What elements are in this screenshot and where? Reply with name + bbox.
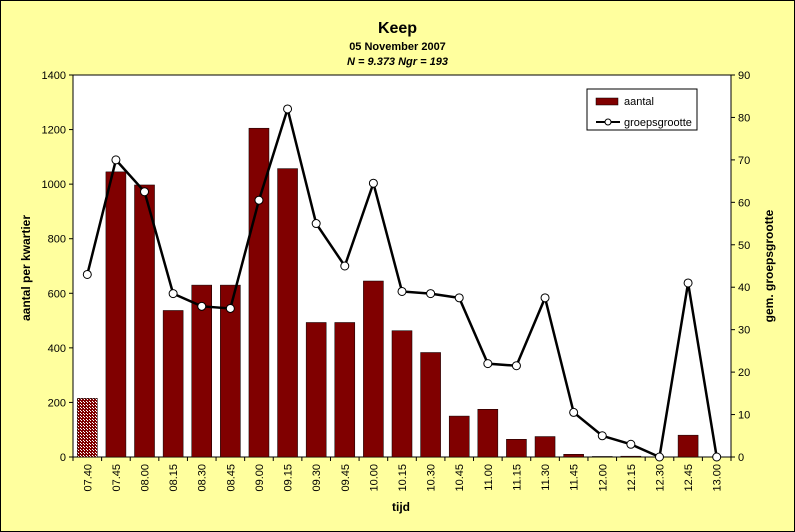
x-tick-label: 08.00 xyxy=(140,464,152,492)
point-11.00 xyxy=(483,359,493,369)
point-10.45 xyxy=(454,293,464,303)
point-10.00 xyxy=(368,178,378,188)
y-left-tick-label: 400 xyxy=(48,343,66,355)
y-axis-left-label: aantal per kwartier xyxy=(19,215,33,321)
point-12.15 xyxy=(626,439,636,449)
x-tick-label: 11.00 xyxy=(483,464,495,491)
bar-09.45 xyxy=(334,322,356,458)
y-right-tick-label: 10 xyxy=(738,410,750,422)
x-tick-label: 08.45 xyxy=(225,464,237,492)
bar-09.00 xyxy=(248,127,270,458)
legend-label-groepsgrootte: groepsgrootte xyxy=(624,117,692,129)
point-11.15 xyxy=(511,361,521,371)
bar-09.30 xyxy=(305,322,327,458)
y-right-tick-label: 90 xyxy=(738,70,750,82)
x-tick-label: 09.45 xyxy=(340,464,352,492)
bar-12.00 xyxy=(591,456,613,458)
point-08.45 xyxy=(225,303,235,313)
point-10.15 xyxy=(397,286,407,296)
x-tick-label: 12.00 xyxy=(597,464,609,492)
y-left-tick-label: 200 xyxy=(48,397,66,409)
bar-11.00 xyxy=(477,409,499,458)
y-right-tick-label: 70 xyxy=(738,155,750,167)
point-09.00 xyxy=(254,195,264,205)
point-12.00 xyxy=(597,431,607,441)
point-08.15 xyxy=(168,289,178,299)
point-07.45 xyxy=(111,155,121,165)
legend-bar-swatch xyxy=(595,97,619,106)
x-tick-label: 12.45 xyxy=(683,464,695,492)
x-tick-label: 08.30 xyxy=(197,464,209,492)
bar-10.45 xyxy=(448,415,470,458)
y-right-tick-label: 50 xyxy=(738,240,750,252)
chart-subtitle-stats: N = 9.373 Ngr = 193 xyxy=(347,56,448,68)
x-tick-label: 10.30 xyxy=(426,464,438,492)
x-tick-label: 11.30 xyxy=(540,464,552,491)
y-right-tick-label: 80 xyxy=(738,112,750,124)
bar-10.15 xyxy=(391,330,413,458)
bar-07.45 xyxy=(105,171,127,458)
point-12.30 xyxy=(654,452,664,462)
x-tick-label: 12.15 xyxy=(626,464,638,492)
bar-08.00 xyxy=(134,184,155,458)
y-left-tick-label: 0 xyxy=(60,452,66,464)
point-11.30 xyxy=(540,293,550,303)
bar-07.40 xyxy=(77,398,98,458)
legend: aantal groepsgrootte xyxy=(586,88,698,131)
x-tick-label: 10.15 xyxy=(397,464,409,492)
y-left-tick-label: 1200 xyxy=(42,125,66,137)
bar-10.30 xyxy=(420,352,441,458)
point-08.30 xyxy=(197,301,207,311)
y-right-tick-label: 0 xyxy=(738,452,744,464)
point-09.15 xyxy=(283,104,293,114)
x-tick-label: 10.45 xyxy=(454,464,466,492)
x-tick-label: 11.15 xyxy=(511,464,523,491)
y-axis-right-label: gem. groepsgrootte xyxy=(762,209,776,322)
point-12.45 xyxy=(683,278,693,288)
x-tick-label: 09.15 xyxy=(283,464,295,492)
bar-11.45 xyxy=(563,454,584,458)
x-axis-label: tijd xyxy=(392,500,410,514)
bar-08.30 xyxy=(191,284,213,458)
bar-11.15 xyxy=(506,439,527,458)
bar-09.15 xyxy=(277,168,298,458)
y-left-tick-label: 1400 xyxy=(42,70,66,82)
y-left-tick-label: 1000 xyxy=(42,179,66,191)
y-right-tick-label: 40 xyxy=(738,282,750,294)
bar-08.15 xyxy=(162,310,184,458)
y-left-tick-label: 600 xyxy=(48,288,66,300)
point-09.30 xyxy=(311,219,321,229)
x-tick-label: 07.40 xyxy=(82,464,94,492)
x-tick-label: 10.00 xyxy=(368,464,380,492)
x-tick-label: 13.00 xyxy=(712,464,724,492)
chart-subtitle: 05 November 2007 xyxy=(349,41,446,53)
bar-10.00 xyxy=(363,280,384,458)
point-08.00 xyxy=(140,187,150,197)
x-tick-label: 08.15 xyxy=(168,464,180,492)
bar-08.45 xyxy=(220,284,241,458)
y-right-tick-label: 60 xyxy=(738,197,750,209)
point-11.45 xyxy=(569,407,579,417)
y-right-tick-label: 30 xyxy=(738,325,750,337)
y-right-tick-label: 20 xyxy=(738,367,750,379)
x-tick-label: 07.45 xyxy=(111,464,123,492)
x-tick-label: 11.45 xyxy=(569,464,581,491)
legend-label-aantal: aantal xyxy=(624,96,654,108)
bar-12.15 xyxy=(620,455,642,458)
bar-12.45 xyxy=(677,434,699,458)
point-13.00 xyxy=(712,452,722,462)
point-09.45 xyxy=(340,261,350,271)
legend-line-marker xyxy=(604,118,612,126)
x-tick-label: 12.30 xyxy=(654,464,666,492)
point-07.40 xyxy=(82,269,92,279)
x-tick-label: 09.30 xyxy=(311,464,323,492)
bar-11.30 xyxy=(534,436,556,458)
chart-title: Keep xyxy=(377,20,418,37)
point-10.30 xyxy=(426,289,436,299)
y-left-tick-label: 800 xyxy=(48,234,66,246)
x-tick-label: 09.00 xyxy=(254,464,266,492)
